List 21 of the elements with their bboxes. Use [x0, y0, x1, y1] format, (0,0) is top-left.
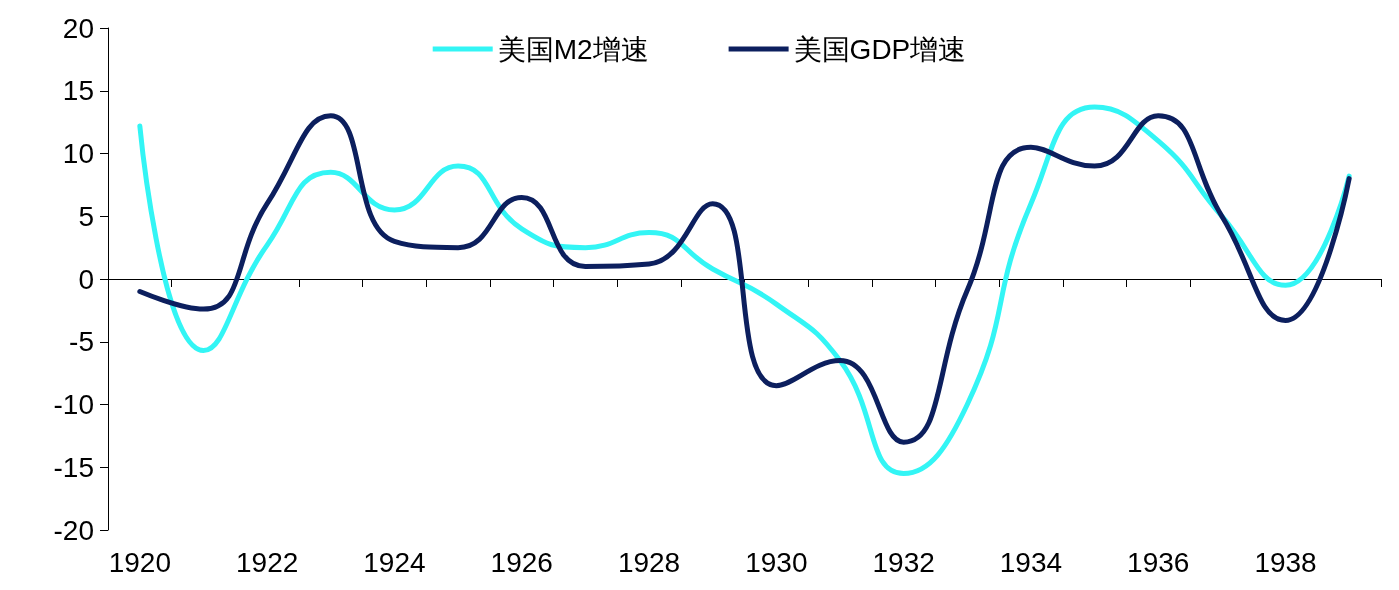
legend-label: 美国M2增速	[497, 33, 649, 65]
y-tick-label: -20	[53, 514, 94, 546]
x-tick-label: 1928	[617, 546, 681, 578]
x-tick-label: 1920	[108, 546, 171, 578]
x-tick-label: 1938	[1254, 546, 1317, 578]
x-tick-label: 1930	[745, 546, 808, 578]
x-tick-label: 1934	[999, 546, 1063, 578]
y-tick-label: 15	[62, 75, 94, 107]
x-tick-label: 1936	[1127, 546, 1190, 578]
legend-label: 美国GDP增速	[793, 33, 967, 65]
y-tick-label: 5	[78, 200, 94, 232]
y-tick-label: -15	[53, 451, 94, 483]
y-tick-label: -10	[53, 389, 94, 420]
x-tick-label: 1926	[490, 546, 553, 578]
x-tick-label: 1922	[235, 546, 299, 578]
y-tick-label: 0	[78, 263, 94, 295]
y-tick-label: -5	[69, 326, 94, 358]
y-tick-label: 10	[62, 138, 94, 169]
x-tick-label: 1924	[363, 546, 426, 578]
y-tick-label: 20	[62, 12, 94, 44]
x-tick-label: 1932	[872, 546, 935, 578]
